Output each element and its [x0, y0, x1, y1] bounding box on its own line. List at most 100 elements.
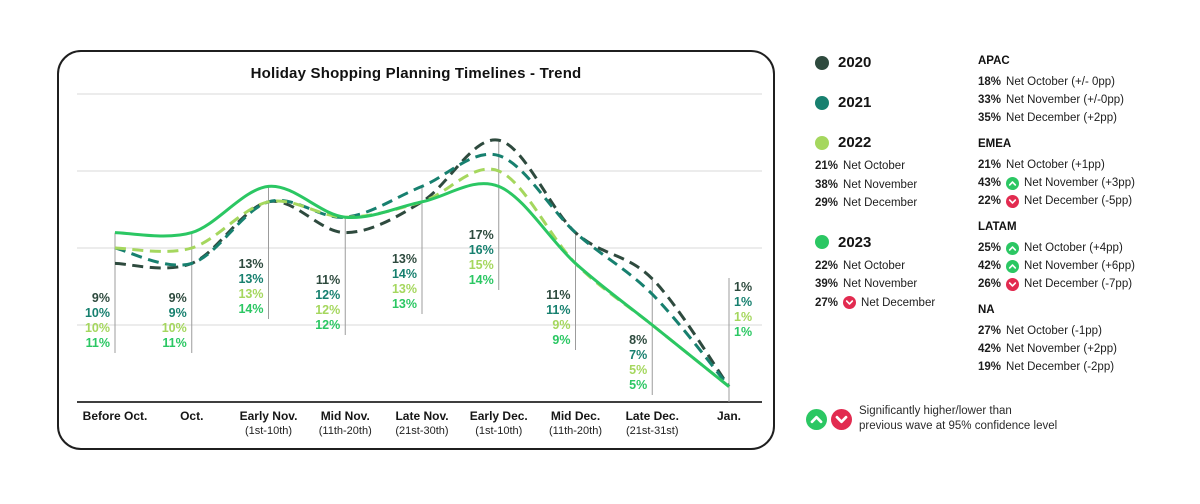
stat-percent: 38%: [815, 178, 839, 191]
stat-percent: 22%: [978, 195, 1002, 207]
region-stat-row: 26% Net December (-7pp): [978, 275, 1198, 293]
year-legend-header: 2023: [815, 232, 965, 253]
year-label: 2021: [838, 94, 872, 111]
stat-percent: 29%: [815, 197, 839, 210]
region-stat-row: 25% Net October (+4pp): [978, 239, 1198, 257]
year-label: 2022: [838, 134, 872, 151]
region-stat-row: 42% Net November (+6pp): [978, 257, 1198, 275]
stat-text: Net October: [843, 259, 906, 272]
year-color-dot: [815, 55, 829, 70]
year-label: 2023: [838, 233, 872, 251]
year-legend-2020: 2020: [815, 52, 965, 73]
region-stat-row: 43% Net November (+3pp): [978, 174, 1198, 192]
stat-text: Net December (-2pp): [1006, 361, 1115, 373]
region-stat-row: 27% Net October (-1pp): [978, 322, 1198, 340]
year-stats: 21% Net October 38% Net November 29% Net Dece…: [815, 157, 965, 213]
significant-down-icon: [831, 408, 852, 430]
stat-percent: 42%: [978, 260, 1002, 272]
regions-panel: APAC 18% Net October (+/- 0pp) 33% Net Novem…: [978, 52, 1198, 384]
region-stat-row: 21% Net October (+1pp): [978, 156, 1198, 174]
stat-percent: 21%: [815, 160, 839, 173]
series-line-2021: [114, 152, 731, 388]
stat-percent: 18%: [978, 76, 1002, 88]
stat-text: Net October (-1pp): [1006, 325, 1102, 337]
significant-up-icon: [806, 408, 827, 430]
year-stat-row: 27% Net December: [815, 294, 965, 313]
significance-icons: [806, 408, 852, 430]
stat-percent: 22%: [815, 259, 839, 272]
chart-title: Holiday Shopping Planning Timelines - Tr…: [250, 65, 582, 82]
year-color-dot: [815, 135, 829, 150]
stat-percent: 26%: [978, 278, 1002, 290]
year-stat-row: 39% Net November: [815, 275, 965, 294]
significance-text-line2: previous wave at 95% confidence level: [859, 420, 1058, 432]
year-color-dot: [815, 235, 829, 249]
stat-text: Net December (-5pp): [1024, 195, 1133, 207]
stat-text: Net October: [843, 160, 906, 173]
region-stat-row: 18% Net October (+/- 0pp): [978, 73, 1198, 91]
significant-down-icon: [1006, 277, 1020, 291]
year-legend-header: 2021: [815, 92, 965, 113]
region-stat-row: 33% Net November (+/-0pp): [978, 91, 1198, 109]
significance-footnote: Significantly higher/lower than previous…: [806, 404, 1057, 434]
year-legend-2021: 2021: [815, 92, 965, 113]
year-legend-header: 2022: [815, 132, 965, 153]
stat-text: Net October (+/- 0pp): [1006, 76, 1116, 88]
significance-text-line1: Significantly higher/lower than: [859, 405, 1012, 417]
stat-text: Net October (+1pp): [1006, 159, 1105, 171]
region-block-EMEA: EMEA 21% Net October (+1pp) 43% Net November…: [978, 135, 1198, 210]
year-stat-row: 22% Net October: [815, 257, 965, 276]
series-line-2020: [114, 138, 731, 388]
stat-text: Net October (+4pp): [1024, 242, 1123, 254]
region-stat-row: 42% Net November (+2pp): [978, 340, 1198, 358]
stat-text: Net November (+/-0pp): [1006, 94, 1124, 106]
stat-text: Net November: [843, 278, 918, 291]
stat-percent: 27%: [978, 325, 1002, 337]
year-color-dot: [815, 95, 829, 110]
region-block-LATAM: LATAM 25% Net October (+4pp) 42% Net Novembe…: [978, 218, 1198, 293]
year-stat-row: 38% Net November: [815, 176, 965, 195]
significant-down-icon: [843, 296, 857, 310]
region-stat-row: 35% Net December (+2pp): [978, 109, 1198, 127]
stat-text: Net December: [861, 296, 936, 309]
year-stats: 22% Net October 39% Net November 27% Net Dece…: [815, 257, 965, 313]
region-block-APAC: APAC 18% Net October (+/- 0pp) 33% Net Novem…: [978, 52, 1198, 127]
stat-text: Net November (+3pp): [1024, 177, 1135, 189]
stat-percent: 35%: [978, 112, 1002, 124]
stat-text: Net November (+2pp): [1006, 343, 1117, 355]
region-block-NA: NA 27% Net October (-1pp) 42% Net November (…: [978, 301, 1198, 376]
years-legend-panel: 2020 2021 2022 21% Net October 38% Net Novembe…: [815, 52, 965, 331]
year-legend-2023: 2023 22% Net October 39% Net November 27% Net …: [815, 232, 965, 313]
year-legend-header: 2020: [815, 52, 965, 73]
stat-text: Net December (+2pp): [1006, 112, 1117, 124]
region-name: LATAM: [978, 221, 1017, 233]
significance-text: Significantly higher/lower than previous…: [859, 404, 1057, 434]
year-legend-2022: 2022 21% Net October 38% Net November 29% Net …: [815, 132, 965, 213]
stat-text: Net December (-7pp): [1024, 278, 1133, 290]
region-name: EMEA: [978, 138, 1012, 150]
stat-percent: 19%: [978, 361, 1002, 373]
stat-percent: 43%: [978, 177, 1002, 189]
region-stat-row: 19% Net December (-2pp): [978, 358, 1198, 376]
stat-text: Net December: [843, 197, 918, 210]
stat-percent: 42%: [978, 343, 1002, 355]
significant-up-icon: [1006, 176, 1020, 190]
stat-percent: 33%: [978, 94, 1002, 106]
stat-percent: 25%: [978, 242, 1002, 254]
year-stat-row: 29% Net December: [815, 194, 965, 213]
year-stat-row: 21% Net October: [815, 157, 965, 176]
series-line-2023: [114, 182, 730, 388]
year-label: 2020: [838, 54, 872, 71]
trend-chart-card: 9% 10% 10% 11% Before Oct. 9% 9% 10% 11% Oct. 13% 1…: [57, 50, 775, 450]
stat-percent: 21%: [978, 159, 1002, 171]
region-stat-row: 22% Net December (-5pp): [978, 192, 1198, 210]
significant-up-icon: [1006, 259, 1020, 273]
region-name: NA: [978, 304, 995, 316]
significant-up-icon: [1006, 241, 1020, 255]
trend-line-chart: [77, 93, 762, 403]
region-name: APAC: [978, 55, 1010, 67]
stat-percent: 27%: [815, 296, 839, 309]
stat-text: Net November: [843, 178, 918, 191]
stat-percent: 39%: [815, 278, 839, 291]
stat-text: Net November (+6pp): [1024, 260, 1135, 272]
